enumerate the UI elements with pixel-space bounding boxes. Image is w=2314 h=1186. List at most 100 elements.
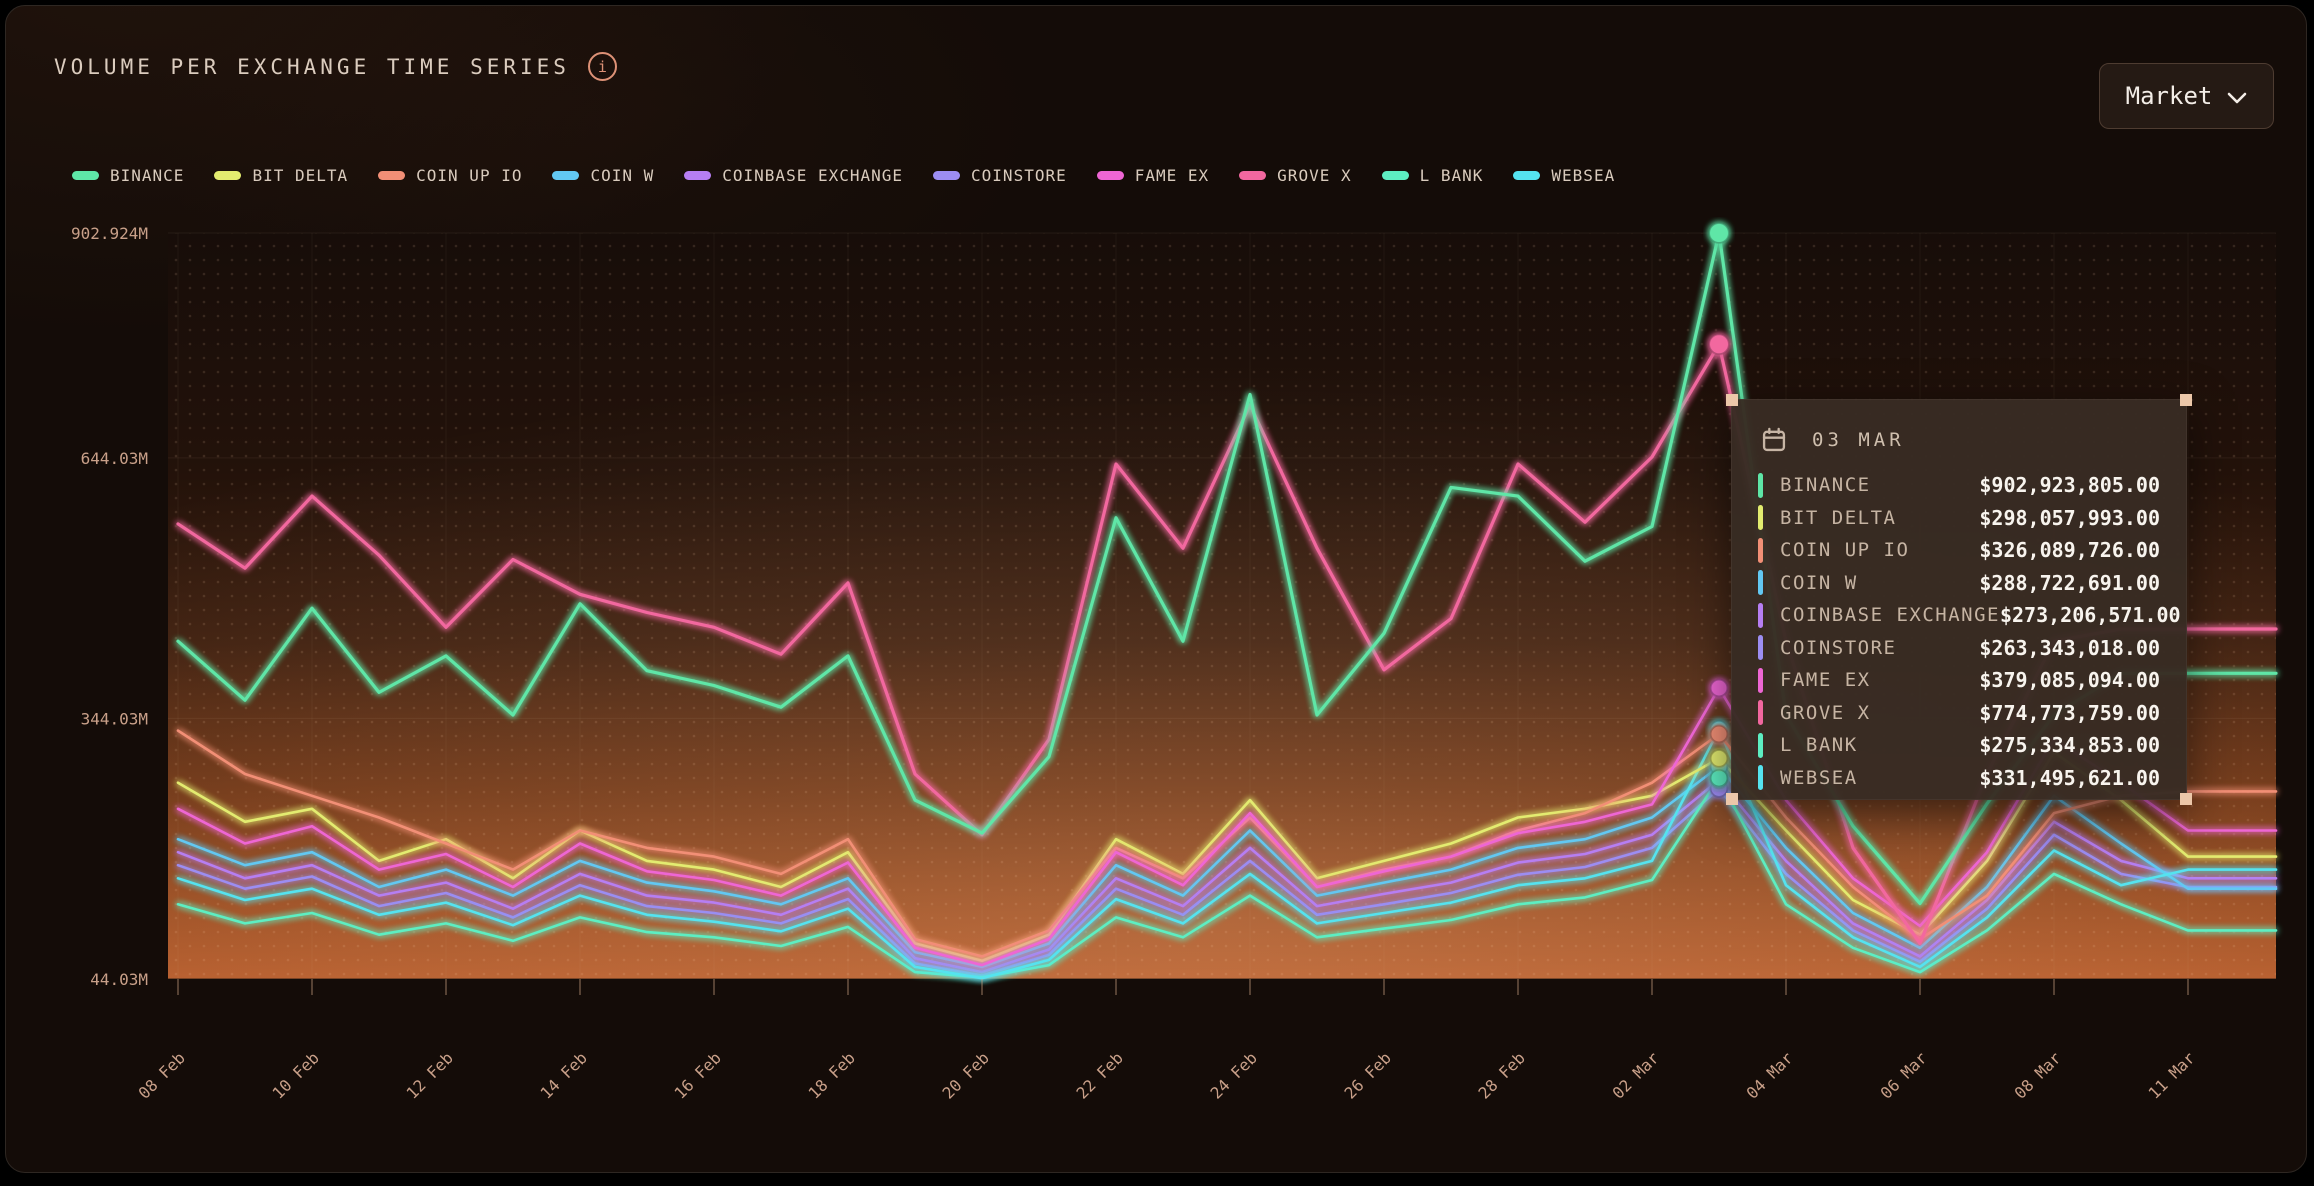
legend-swatch	[72, 171, 99, 180]
legend-item-l-bank[interactable]: L BANK	[1381, 166, 1484, 185]
series-color-bar	[1758, 602, 1763, 628]
legend-label: COINSTORE	[971, 166, 1067, 185]
legend-swatch	[378, 171, 406, 180]
legend-item-fame-ex[interactable]: FAME EX	[1096, 166, 1209, 185]
series-line-fame-ex	[176, 686, 2278, 967]
tooltip-series-name: FAME EX	[1780, 669, 1871, 692]
x-axis-label: 22 Feb	[1073, 1048, 1127, 1102]
series-color-bar	[1758, 570, 1763, 596]
series-line-coinstore	[176, 787, 2278, 977]
tooltip-series-name: BIT DELTA	[1780, 506, 1897, 529]
selected-point-grove-x	[1708, 333, 1730, 356]
tooltip-handle[interactable]	[1726, 793, 1738, 805]
selected-point-binance	[1708, 222, 1730, 244]
tooltip-series-value: $902,923,805.00	[1979, 473, 2160, 498]
tooltip-row: COIN W $288,722,691.00	[1758, 567, 2160, 600]
tooltip-rows: BINANCE $902,923,805.00 BIT DELTA $298,057,…	[1758, 469, 2181, 795]
x-axis-label: 08 Feb	[135, 1048, 189, 1102]
tooltip-row: GROVE X $774,773,759.00	[1758, 697, 2160, 730]
tooltip-series-name: COIN UP IO	[1780, 539, 1910, 562]
chart-legend: BINANCE BIT DELTA COIN UP IO COIN W COINBASE…	[72, 166, 1615, 185]
series-line-coin-w	[176, 765, 2278, 969]
x-axis-label: 26 Feb	[1341, 1048, 1395, 1102]
tooltip-row: L BANK $275,334,853.00	[1758, 729, 2160, 762]
x-axis-label: 08 Mar	[2011, 1048, 2066, 1103]
tooltip-header: 03 MAR	[1760, 426, 2160, 454]
market-dropdown-button[interactable]: Market	[2099, 63, 2274, 129]
legend-item-coinstore[interactable]: COINSTORE	[933, 166, 1067, 185]
legend-swatch	[1239, 171, 1267, 180]
tooltip-row: COINBASE EXCHANGE $273,206,571.00	[1758, 599, 2181, 632]
series-color-bar	[1758, 472, 1763, 498]
tooltip-series-value: $298,057,993.00	[1979, 505, 2160, 530]
tooltip-series-value: $273,206,571.00	[1999, 603, 2181, 628]
x-axis-label: 16 Feb	[671, 1048, 725, 1102]
legend-swatch	[214, 171, 242, 180]
x-axis-label: 24 Feb	[1207, 1048, 1261, 1102]
x-axis-label: 20 Feb	[939, 1048, 993, 1102]
legend-label: GROVE X	[1277, 166, 1352, 185]
tooltip-row: BIT DELTA $298,057,993.00	[1758, 502, 2160, 535]
legend-label: BINANCE	[110, 166, 185, 185]
y-axis-label: 44.03M	[90, 970, 148, 989]
legend-item-bit-delta[interactable]: BIT DELTA	[214, 166, 348, 185]
series-line-coinbase-exchange	[176, 778, 2278, 974]
series-line-binance	[176, 231, 2278, 906]
legend-item-coin-w[interactable]: COIN W	[552, 166, 654, 185]
calendar-icon	[1762, 427, 1786, 452]
tooltip-series-name: GROVE X	[1780, 701, 1871, 724]
legend-label: COINBASE EXCHANGE	[722, 166, 904, 185]
legend-item-coin-up-io[interactable]: COIN UP IO	[378, 166, 522, 185]
series-color-bar	[1758, 537, 1763, 563]
chevron-down-icon	[2228, 92, 2247, 103]
legend-item-grove-x[interactable]: GROVE X	[1239, 166, 1351, 185]
y-axis-label: 644.03M	[81, 449, 148, 468]
legend-item-coinbase-exchange[interactable]: COINBASE EXCHANGE	[684, 166, 903, 185]
tooltip-series-value: $379,085,094.00	[1979, 668, 2160, 693]
series-line-grove-x	[176, 342, 2278, 946]
tooltip-series-name: L BANK	[1780, 734, 1858, 757]
x-axis-label: 10 Feb	[269, 1048, 323, 1102]
selected-point-l-bank	[1709, 768, 1729, 788]
selected-point-fame-ex	[1709, 678, 1729, 698]
legend-swatch	[1096, 171, 1124, 180]
series-color-bar	[1758, 667, 1763, 693]
tooltip-series-name: BINANCE	[1780, 474, 1871, 497]
chart-tooltip: 03 MAR BINANCE $902,923,805.00 BIT DELTA $2…	[1726, 394, 2192, 805]
tooltip-handle[interactable]	[2180, 394, 2192, 406]
legend-label: COIN UP IO	[416, 166, 523, 185]
volume-chart-card: VOLUME PER EXCHANGE TIME SERIES i Market…	[5, 5, 2307, 1173]
tooltip-series-name: COINBASE EXCHANGE	[1780, 604, 2000, 627]
series-color-bar	[1758, 732, 1763, 758]
tooltip-handle[interactable]	[1726, 394, 1738, 406]
legend-label: BIT DELTA	[252, 166, 349, 185]
tooltip-row: COINSTORE $263,343,018.00	[1758, 632, 2160, 665]
legend-label: L BANK	[1419, 166, 1484, 185]
selected-point-coin-up-io	[1709, 724, 1729, 744]
tooltip-row: BINANCE $902,923,805.00	[1758, 469, 2160, 502]
series-color-bar	[1758, 700, 1763, 726]
legend-item-websea[interactable]: WEBSEA	[1513, 166, 1615, 185]
x-axis-label: 06 Mar	[1877, 1048, 1932, 1103]
tooltip-date: 03 MAR	[1812, 429, 1905, 451]
series-color-bar	[1758, 635, 1763, 661]
y-axis-label: 902.924M	[71, 224, 148, 243]
tooltip-series-name: WEBSEA	[1780, 766, 1858, 789]
x-axis-label: 18 Feb	[805, 1048, 859, 1102]
tooltip-series-name: COIN W	[1780, 571, 1858, 594]
tooltip-series-value: $331,495,621.00	[1979, 765, 2160, 790]
tooltip-series-value: $263,343,018.00	[1979, 635, 2160, 660]
tooltip-handle[interactable]	[2180, 793, 2192, 805]
tooltip-series-name: COINSTORE	[1780, 636, 1897, 659]
legend-item-binance[interactable]: BINANCE	[72, 166, 184, 185]
tooltip-series-value: $774,773,759.00	[1979, 700, 2160, 725]
x-axis-label: 04 Mar	[1743, 1048, 1798, 1103]
legend-swatch	[684, 171, 712, 180]
info-icon[interactable]: i	[587, 52, 617, 81]
tooltip-row: FAME EX $379,085,094.00	[1758, 664, 2160, 697]
market-dropdown-label: Market	[2125, 82, 2213, 110]
tooltip-row: WEBSEA $331,495,621.00	[1758, 762, 2160, 795]
x-axis-label: 02 Mar	[1609, 1048, 1664, 1103]
volume-time-series-plot[interactable]: 902.924M 644.03M 344.03M 44.03M 08 Feb 10 Feb…	[6, 6, 2314, 1186]
legend-label: COIN W	[590, 166, 655, 185]
